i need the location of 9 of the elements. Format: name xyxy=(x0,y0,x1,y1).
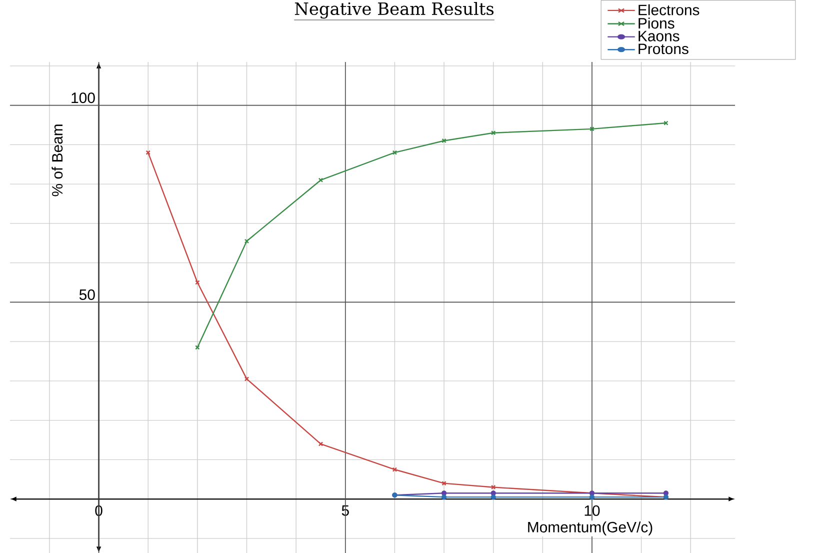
y-tick-label: 50 xyxy=(79,289,95,300)
legend-label: Pions xyxy=(638,18,674,29)
y-tick-label: 100 xyxy=(72,92,95,104)
legend-label: Kaons xyxy=(638,30,680,42)
y-axis-title: % of Beam xyxy=(52,124,63,196)
legend-label: Electrons xyxy=(638,4,700,16)
chart-title: Negative Beam Results xyxy=(294,2,494,19)
legend-label: Protons xyxy=(638,44,688,54)
x-axis-title: Momentum(GeV/c) xyxy=(528,521,652,536)
